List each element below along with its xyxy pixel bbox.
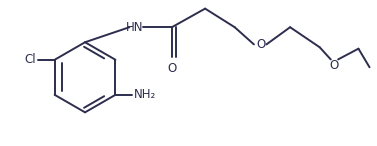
Text: O: O [330,59,339,72]
Text: Cl: Cl [25,53,36,66]
Text: HN: HN [126,21,144,34]
Text: O: O [167,62,176,75]
Text: O: O [256,38,265,51]
Text: NH₂: NH₂ [134,88,156,101]
